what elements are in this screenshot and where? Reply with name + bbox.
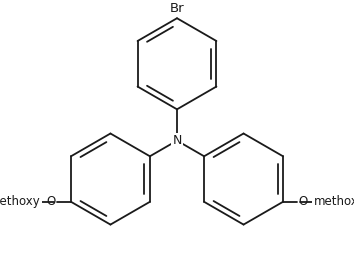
Text: methoxy: methoxy xyxy=(0,195,40,208)
Text: Br: Br xyxy=(170,2,184,15)
Text: O: O xyxy=(47,195,56,208)
Text: N: N xyxy=(172,134,182,147)
Text: O: O xyxy=(298,195,307,208)
Text: methoxy: methoxy xyxy=(314,195,354,208)
